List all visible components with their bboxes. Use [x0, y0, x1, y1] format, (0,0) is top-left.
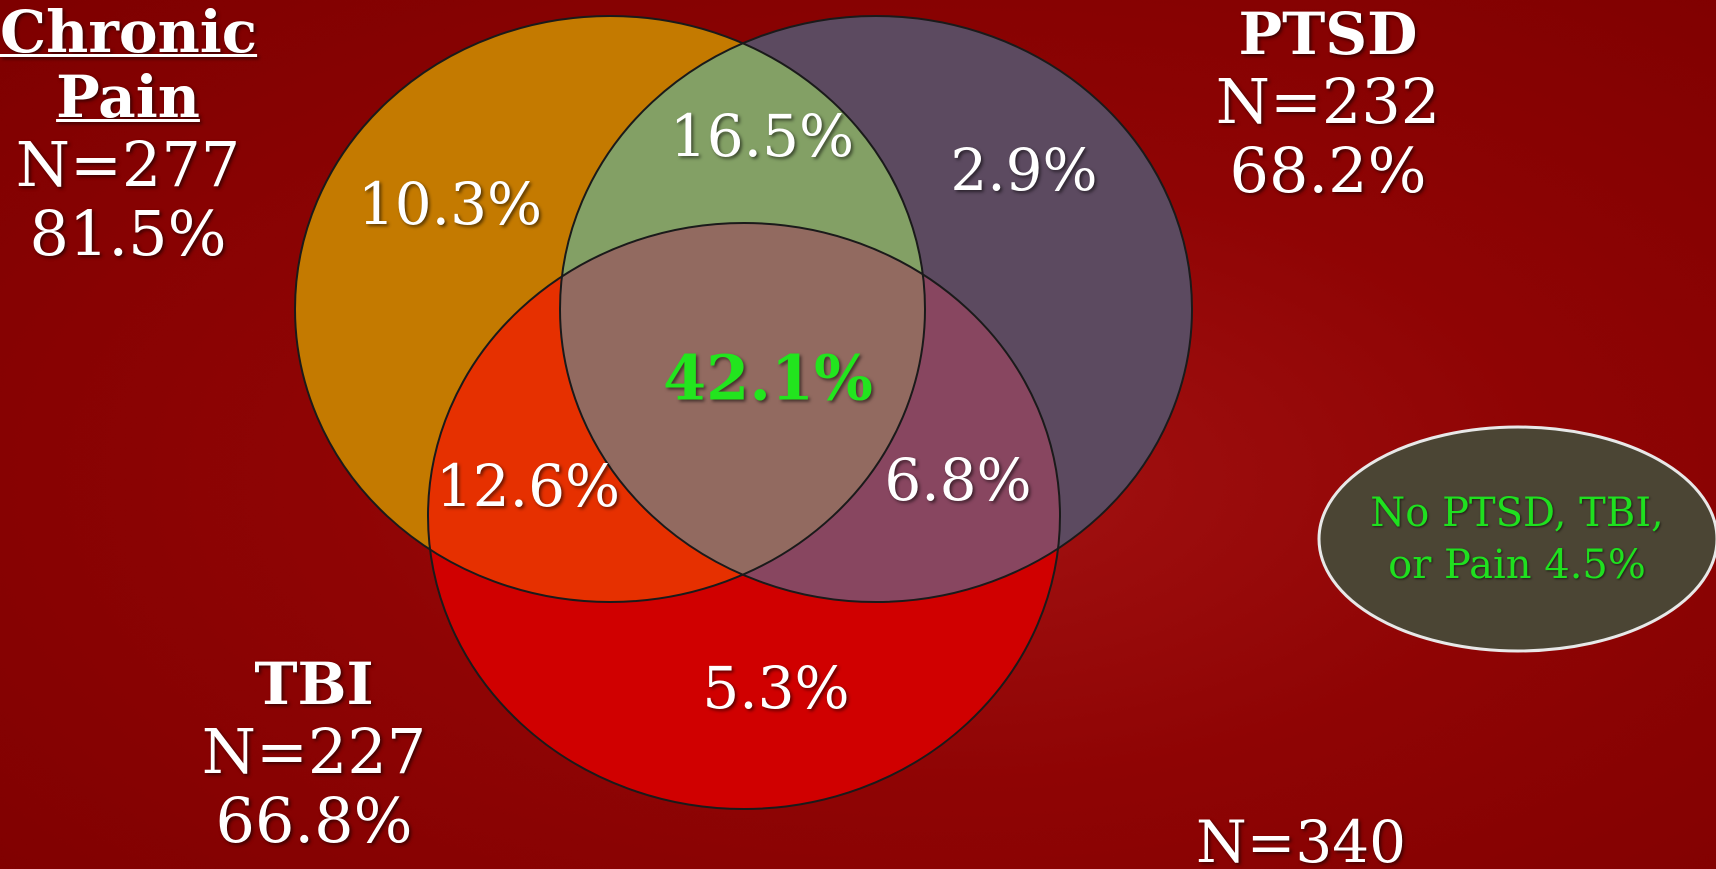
pain-name-line2: Pain: [56, 62, 200, 131]
tbi-n: N=227: [201, 714, 427, 788]
none-label-box: No PTSD, TBI, or Pain 4.5%: [1318, 426, 1716, 652]
ptsd-outline: [559, 15, 1193, 603]
ptsd-set-label: PTSD N=232 68.2%: [1190, 2, 1466, 206]
region-ptsd-only: 2.9%: [950, 136, 1098, 204]
pain-n: N=277: [15, 127, 241, 201]
pain-set-label: Chronic Pain N=277 81.5%: [0, 0, 258, 271]
region-all-three: 42.1%: [663, 341, 873, 415]
tbi-name: TBI: [254, 650, 374, 718]
tbi-pct: 66.8%: [215, 784, 413, 858]
region-pain-only: 10.3%: [357, 170, 543, 238]
total-n: N=340: [1196, 808, 1407, 869]
region-ptsd-tbi: 6.8%: [884, 446, 1032, 514]
none-label: No PTSD, TBI, or Pain 4.5%: [1370, 490, 1664, 588]
ptsd-n: N=232: [1215, 64, 1441, 138]
region-pain-tbi: 12.6%: [435, 452, 621, 520]
tbi-outline: [427, 222, 1061, 810]
ptsd-pct: 68.2%: [1229, 134, 1427, 208]
ptsd-name: PTSD: [1238, 0, 1418, 68]
region-pain-ptsd: 16.5%: [669, 102, 855, 170]
none-ellipse: [1317, 425, 1716, 653]
all-three-overlap: [560, 223, 925, 602]
pain-pct: 81.5%: [29, 197, 227, 271]
tbi-set-label: TBI N=227 66.8%: [176, 652, 452, 856]
pain-outline: [294, 15, 926, 603]
region-tbi-only: 5.3%: [702, 654, 850, 722]
pain-name-line1: Chronic: [0, 0, 258, 66]
